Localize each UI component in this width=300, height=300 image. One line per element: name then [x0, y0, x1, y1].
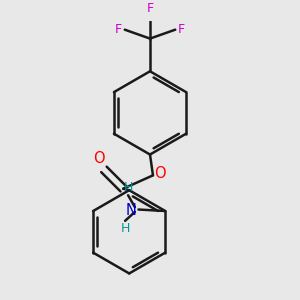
Text: F: F [178, 23, 185, 36]
Text: O: O [154, 166, 165, 181]
Text: H: H [120, 222, 130, 235]
Text: N: N [126, 202, 137, 217]
Text: H: H [123, 181, 133, 194]
Text: F: F [115, 23, 122, 36]
Text: F: F [146, 2, 154, 15]
Text: O: O [93, 152, 104, 166]
